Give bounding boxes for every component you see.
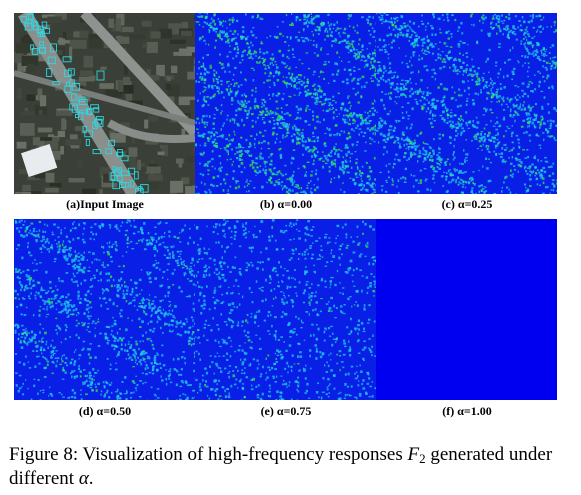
label-e: (e) α=0.75 (260, 404, 312, 418)
response-map-f (376, 219, 557, 400)
label-d: (d) α=0.50 (78, 404, 132, 418)
aerial-photo (14, 13, 195, 194)
label-f: (f) α=1.00 (442, 404, 492, 418)
panel-alpha-0-25 (376, 13, 557, 194)
panel-alpha-1-00 (376, 219, 557, 400)
caption-alpha: α (78, 468, 89, 489)
panel-alpha-0-50 (14, 219, 195, 400)
response-map-d (14, 219, 195, 400)
figure-caption: Figure 8: Visualization of high-frequenc… (9, 443, 575, 491)
label-b: (b) α=0.00 (259, 197, 313, 211)
caption-prefix: Figure 8: Visualization of high-frequenc… (9, 444, 408, 465)
response-map-b (195, 13, 376, 194)
caption-suffix: . (88, 468, 94, 489)
caption-symbol: F (407, 444, 420, 465)
caption-subscript: 2 (419, 451, 426, 466)
panel-alpha-0-75 (195, 219, 376, 400)
response-map-e (195, 219, 376, 400)
caption-middle: generated under different (9, 444, 553, 489)
label-a: (a)Input Image (66, 197, 144, 211)
panel-input-image (14, 13, 195, 194)
label-c: (c) α=0.25 (441, 197, 493, 211)
response-map-c (376, 13, 557, 194)
panel-alpha-0-00 (195, 13, 376, 194)
